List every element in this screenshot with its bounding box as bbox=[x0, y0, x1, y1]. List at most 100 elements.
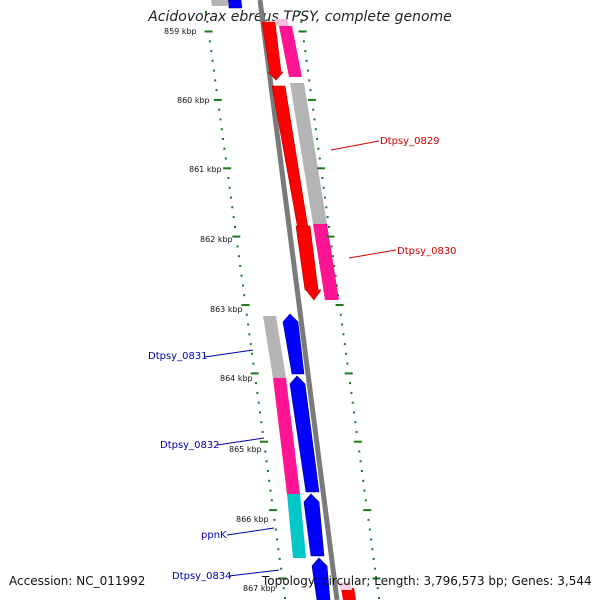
ruler-dot bbox=[215, 89, 218, 92]
ruler-dot bbox=[331, 255, 334, 258]
ruler-dot bbox=[339, 313, 342, 316]
ruler-dot bbox=[223, 147, 226, 150]
ruler-dot bbox=[304, 50, 307, 53]
gene-label-dtpsy-0830[interactable]: Dtpsy_0830 bbox=[397, 246, 457, 257]
ruler-major-tick bbox=[232, 235, 241, 238]
ruler-dot bbox=[230, 196, 232, 199]
ruler-dot bbox=[205, 11, 207, 13]
tick-label: 859 kbp bbox=[164, 27, 197, 36]
cds-ppnk[interactable] bbox=[303, 493, 325, 557]
ruler-dot bbox=[218, 108, 221, 111]
feature-cyan-ppnk[interactable] bbox=[287, 494, 306, 558]
feature-gray-top[interactable] bbox=[211, 0, 229, 6]
ruler-dot bbox=[370, 538, 373, 541]
ruler-dot bbox=[247, 323, 250, 326]
feature-pink-0830[interactable] bbox=[313, 224, 339, 300]
feature-gray-upper[interactable] bbox=[274, 19, 289, 26]
ruler-dot bbox=[313, 118, 316, 121]
left-ruler bbox=[204, 11, 287, 599]
ruler-major-tick bbox=[204, 30, 213, 33]
gene-label-ppnk[interactable]: ppnK bbox=[201, 530, 227, 541]
cds-forward-bottom[interactable] bbox=[341, 588, 356, 600]
feature-pink-bottom[interactable] bbox=[338, 582, 352, 590]
ruler-major-tick bbox=[298, 30, 307, 33]
ruler-dot bbox=[274, 528, 277, 531]
ruler-dot bbox=[308, 79, 311, 82]
ruler-major-tick bbox=[307, 98, 316, 101]
ruler-dot bbox=[372, 557, 375, 560]
ruler-dot bbox=[321, 177, 324, 179]
gene-label-dtpsy-0832[interactable]: Dtpsy_0832 bbox=[160, 440, 220, 451]
tick-label: 861 kbp bbox=[189, 165, 222, 174]
ruler-dot bbox=[249, 343, 252, 346]
ruler-major-tick bbox=[250, 372, 259, 375]
ruler-dot bbox=[269, 489, 272, 492]
ruler-dot bbox=[324, 196, 326, 199]
feature-gray-0831[interactable] bbox=[263, 316, 286, 378]
right-ruler bbox=[298, 11, 381, 599]
cds-dtpsy-0832[interactable] bbox=[289, 375, 320, 493]
ruler-dot bbox=[240, 274, 243, 277]
leader-dtpsy-0830 bbox=[348, 249, 397, 259]
ruler-dot bbox=[208, 40, 211, 43]
ruler-major-tick bbox=[363, 509, 372, 512]
tick-label: 867 kbp bbox=[243, 584, 276, 593]
ruler-major-tick bbox=[223, 167, 232, 170]
ruler-dot bbox=[326, 216, 329, 219]
ruler-dot bbox=[302, 40, 305, 43]
gene-label-dtpsy-0834[interactable]: Dtpsy_0834 bbox=[172, 571, 232, 582]
ruler-dot bbox=[371, 548, 374, 551]
ruler-major-tick bbox=[259, 440, 268, 443]
ruler-dot bbox=[237, 255, 240, 258]
gene-label-dtpsy-0831[interactable]: Dtpsy_0831 bbox=[148, 351, 208, 362]
ruler-dot bbox=[265, 460, 268, 463]
ruler-dot bbox=[266, 470, 269, 472]
ruler-dot bbox=[333, 264, 336, 267]
ruler-dot bbox=[252, 362, 255, 365]
ruler-dot bbox=[284, 597, 286, 599]
ruler-dot bbox=[306, 69, 309, 72]
ruler-dot bbox=[255, 382, 257, 385]
feature-pink-0832[interactable] bbox=[273, 378, 300, 494]
cds-dtpsy-0834[interactable] bbox=[311, 557, 331, 600]
ruler-dot bbox=[268, 479, 271, 482]
ruler-dot bbox=[349, 382, 351, 385]
gene-label-dtpsy-0829[interactable]: Dtpsy_0829 bbox=[380, 136, 440, 147]
ruler-dot bbox=[248, 333, 251, 336]
ruler-dot bbox=[359, 460, 362, 463]
ruler-major-tick bbox=[335, 304, 344, 306]
cds-dtpsy-0828[interactable] bbox=[261, 21, 284, 81]
ruler-dot bbox=[354, 421, 357, 424]
cds-reverse-top[interactable] bbox=[227, 0, 243, 9]
ruler-dot bbox=[335, 284, 338, 287]
ruler-dot bbox=[214, 79, 217, 82]
ruler-dot bbox=[330, 245, 333, 248]
ruler-major-tick bbox=[326, 235, 335, 238]
ruler-dot bbox=[228, 186, 231, 189]
ruler-dot bbox=[236, 245, 239, 248]
ruler-dot bbox=[260, 421, 263, 424]
cds-dtpsy-0830[interactable] bbox=[295, 225, 319, 291]
ruler-major-tick bbox=[213, 98, 222, 101]
ruler-dot bbox=[273, 518, 276, 521]
ruler-dot bbox=[363, 489, 366, 492]
genome-summary: Topology: circular; Length: 3,796,573 bp… bbox=[262, 574, 592, 588]
ruler-dot bbox=[346, 362, 349, 365]
ruler-dot bbox=[257, 401, 260, 404]
ruler-dot bbox=[328, 225, 330, 228]
ruler-dot bbox=[345, 352, 348, 355]
feature-gray-0829[interactable] bbox=[290, 83, 327, 224]
tick-labels: 859 kbp 860 kbp 861 kbp 862 kbp 863 kbp … bbox=[164, 27, 276, 593]
ruler-dot bbox=[222, 138, 225, 140]
ruler-dot bbox=[368, 528, 371, 531]
ruler-dot bbox=[220, 128, 223, 131]
ruler-dot bbox=[360, 470, 363, 472]
leader-dtpsy-0829 bbox=[330, 140, 380, 151]
tick-label: 860 kbp bbox=[177, 96, 210, 105]
cds-dtpsy-0831[interactable] bbox=[282, 313, 305, 375]
genome-backbone bbox=[257, 0, 340, 600]
ruler-dot bbox=[276, 538, 279, 541]
ruler-dot bbox=[309, 89, 312, 92]
ruler-major-tick bbox=[317, 167, 326, 170]
feature-pink-upper[interactable] bbox=[279, 26, 302, 77]
